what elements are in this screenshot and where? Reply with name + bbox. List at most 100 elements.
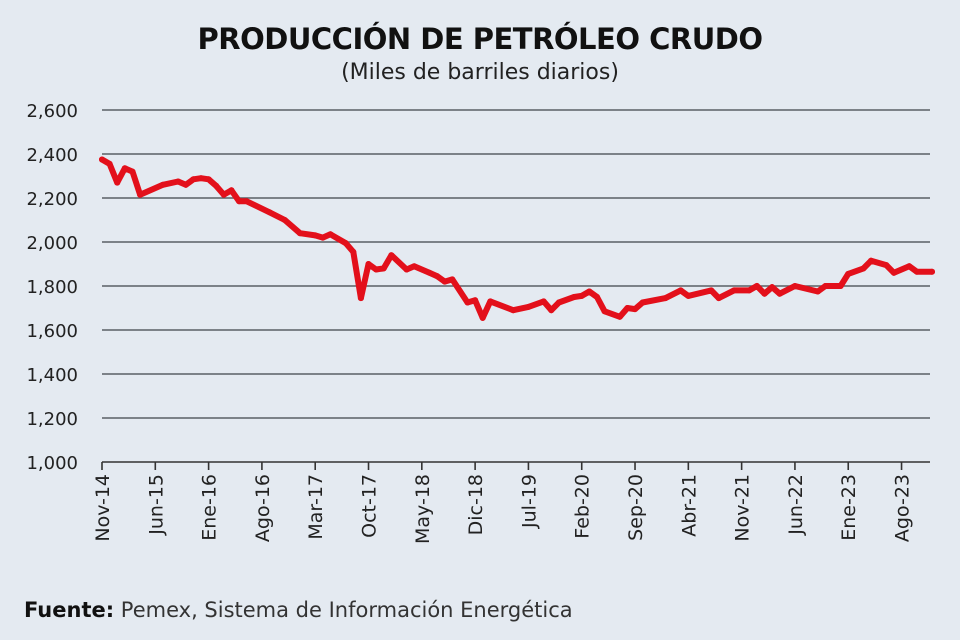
data-point xyxy=(708,287,715,294)
data-point xyxy=(677,287,684,294)
data-point xyxy=(929,268,935,275)
data-point xyxy=(868,257,875,264)
y-tick-label: 1,400 xyxy=(26,365,78,386)
x-tick-label: Jun-15 xyxy=(145,474,167,536)
data-point xyxy=(776,290,783,297)
data-point xyxy=(106,160,113,167)
data-point xyxy=(472,297,479,304)
series-line xyxy=(99,156,935,321)
data-point xyxy=(182,181,189,188)
data-point xyxy=(205,176,212,183)
x-tick-label: Feb-20 xyxy=(572,474,594,539)
x-tick-label: Nov-21 xyxy=(732,474,754,542)
y-tick-label: 2,600 xyxy=(26,101,78,122)
data-point xyxy=(236,198,243,205)
x-tick-label: Jul-19 xyxy=(518,474,540,529)
data-point xyxy=(296,230,303,237)
x-tick-label: Jun-22 xyxy=(785,474,807,536)
data-point xyxy=(616,313,623,320)
data-point xyxy=(593,294,600,300)
data-point xyxy=(266,209,273,216)
data-point xyxy=(510,307,517,314)
data-point xyxy=(327,231,334,238)
data-point xyxy=(228,187,235,194)
data-point xyxy=(411,263,418,270)
data-point xyxy=(426,269,433,276)
data-point xyxy=(197,175,204,182)
data-point xyxy=(624,305,631,311)
data-point xyxy=(388,252,395,259)
data-point xyxy=(342,240,349,247)
data-point xyxy=(761,290,768,297)
data-point xyxy=(213,182,220,189)
data-point xyxy=(175,178,182,185)
data-point xyxy=(913,268,920,275)
data-point xyxy=(159,181,166,188)
data-point xyxy=(586,288,593,295)
y-tick-label: 2,000 xyxy=(26,233,78,254)
data-point xyxy=(555,299,562,306)
data-point xyxy=(822,283,829,289)
data-point xyxy=(137,191,144,198)
x-tick-label: Oct-17 xyxy=(359,474,381,538)
data-point xyxy=(380,265,387,272)
data-point xyxy=(357,295,364,302)
data-point xyxy=(890,269,897,276)
data-point xyxy=(731,287,738,294)
data-point xyxy=(601,308,608,315)
y-tick-label: 1,600 xyxy=(26,321,78,342)
data-point xyxy=(632,306,639,313)
data-point xyxy=(791,283,798,289)
y-tick-label: 2,200 xyxy=(26,189,78,210)
y-tick-label: 1,200 xyxy=(26,409,78,430)
source-label: Fuente: xyxy=(24,598,115,622)
data-point xyxy=(837,283,844,289)
data-point xyxy=(129,168,136,175)
data-point xyxy=(312,232,319,239)
data-point xyxy=(434,273,441,280)
data-point xyxy=(860,265,867,272)
data-point xyxy=(114,179,121,186)
x-tick-label: Ene-23 xyxy=(838,474,860,541)
data-point xyxy=(746,287,753,294)
y-tick-label: 2,400 xyxy=(26,145,78,166)
data-point xyxy=(449,276,456,283)
y-tick-label: 1,000 xyxy=(26,453,78,474)
data-point xyxy=(441,278,448,285)
source-text: Pemex, Sistema de Información Energética xyxy=(114,598,573,622)
data-point xyxy=(479,314,486,321)
data-point xyxy=(845,270,852,277)
data-point xyxy=(883,262,890,269)
chart-title: PRODUCCIÓN DE PETRÓLEO CRUDO xyxy=(197,22,763,56)
data-point xyxy=(487,298,494,305)
data-point xyxy=(464,299,471,306)
x-tick-label: Ago-16 xyxy=(252,474,274,542)
data-point xyxy=(525,303,532,310)
data-point xyxy=(578,292,585,299)
x-tick-label: Abr-21 xyxy=(678,474,700,537)
data-point xyxy=(769,284,776,291)
data-point xyxy=(685,292,692,299)
source-note: Fuente: Pemex, Sistema de Información En… xyxy=(24,598,573,622)
data-point xyxy=(243,198,250,205)
data-point xyxy=(662,295,669,302)
x-tick-label: Dic-18 xyxy=(465,474,487,535)
x-tick-label: May-18 xyxy=(412,474,434,544)
data-point xyxy=(121,165,128,172)
data-point xyxy=(753,283,760,289)
data-point xyxy=(99,156,105,163)
x-tick-label: Nov-14 xyxy=(92,474,114,542)
data-point xyxy=(548,307,555,314)
x-tick-label: Mar-17 xyxy=(305,474,327,540)
x-tick-label: Ago-23 xyxy=(892,474,914,542)
data-point xyxy=(281,217,288,223)
data-point xyxy=(365,261,372,267)
data-point xyxy=(540,298,547,305)
x-tick-label: Sep-20 xyxy=(625,474,647,541)
data-point xyxy=(906,263,913,270)
data-point xyxy=(373,266,380,273)
data-point xyxy=(715,295,722,302)
data-point xyxy=(350,248,357,255)
data-point xyxy=(814,288,821,295)
